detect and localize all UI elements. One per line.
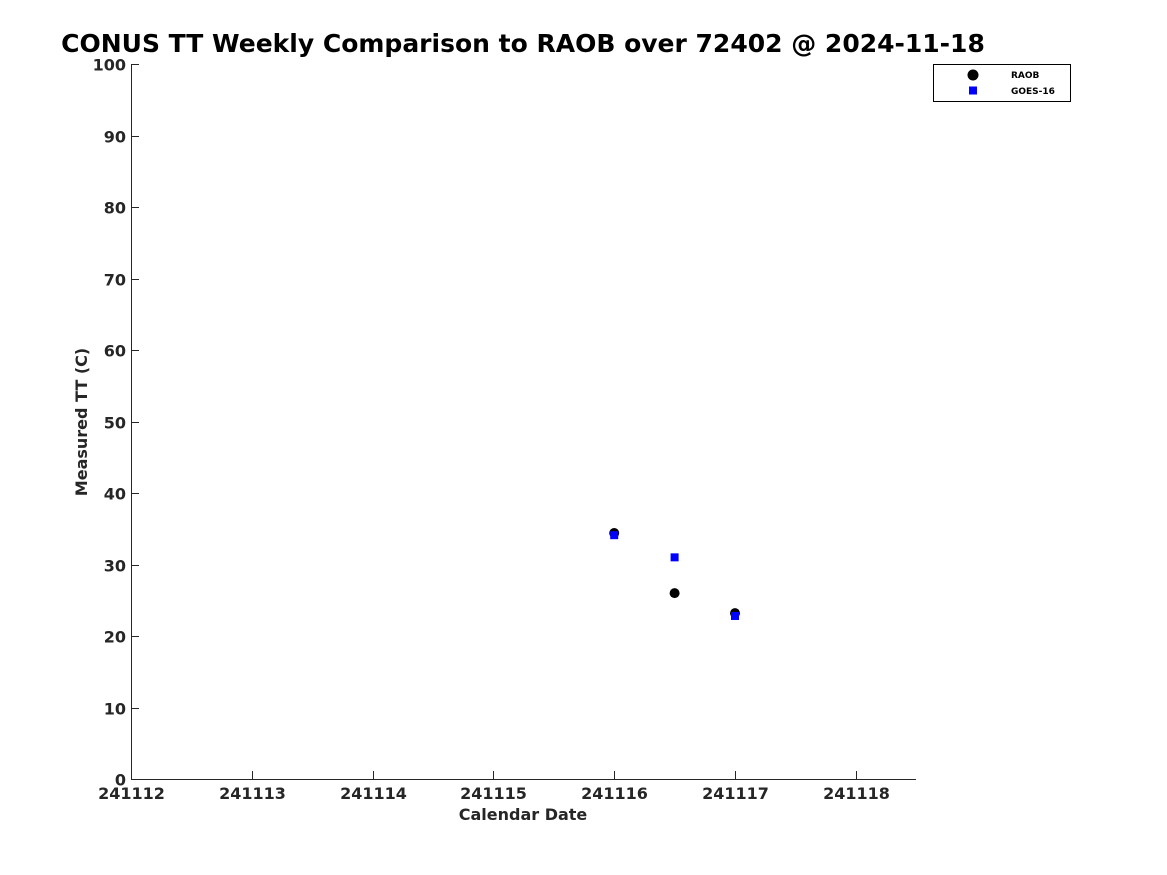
legend-label-raob: RAOB: [1011, 71, 1040, 81]
x-tick-label: 241118: [823, 784, 890, 803]
y-tick-label: 10: [104, 700, 126, 719]
y-tick-label: 50: [104, 414, 126, 433]
point-goes16: [610, 531, 619, 540]
x-tick-label: 241113: [219, 784, 286, 803]
y-tick-label: 80: [104, 199, 126, 218]
legend-label-goes16: GOES-16: [1011, 87, 1055, 97]
x-axis-label: Calendar Date: [459, 805, 588, 824]
legend-box: [933, 64, 1071, 102]
y-ticks: 0 10 20 30 40 50 60 70 80 90 100: [93, 56, 139, 790]
x-tick-label: 241116: [581, 784, 648, 803]
y-tick-label: 100: [93, 56, 126, 75]
y-tick-label: 60: [104, 342, 126, 361]
legend-marker-raob: [967, 69, 979, 81]
point-goes16: [670, 553, 679, 562]
chart-title: CONUS TT Weekly Comparison to RAOB over …: [61, 29, 985, 58]
legend-marker-goes16: [969, 86, 977, 95]
point-goes16: [731, 611, 739, 620]
data-points: [609, 528, 740, 620]
x-tick-label: 241112: [98, 784, 165, 803]
y-tick-label: 70: [104, 271, 126, 290]
y-axis-label: Measured TT (C): [72, 348, 91, 496]
x-tick-label: 241115: [460, 784, 527, 803]
y-tick-label: 30: [104, 557, 126, 576]
x-ticks: 241112 241113 241114 241115 241116 241117 2411…: [98, 771, 890, 803]
y-tick-label: 40: [104, 485, 126, 504]
y-tick-label: 20: [104, 628, 126, 647]
y-tick-label: 0: [115, 771, 126, 790]
x-tick-label: 241117: [702, 784, 769, 803]
legend: RAOB GOES-16: [933, 64, 1071, 102]
y-tick-label: 90: [104, 128, 126, 147]
point-raob: [669, 588, 680, 599]
x-tick-label: 241114: [340, 784, 407, 803]
plot-axes: [131, 64, 916, 780]
